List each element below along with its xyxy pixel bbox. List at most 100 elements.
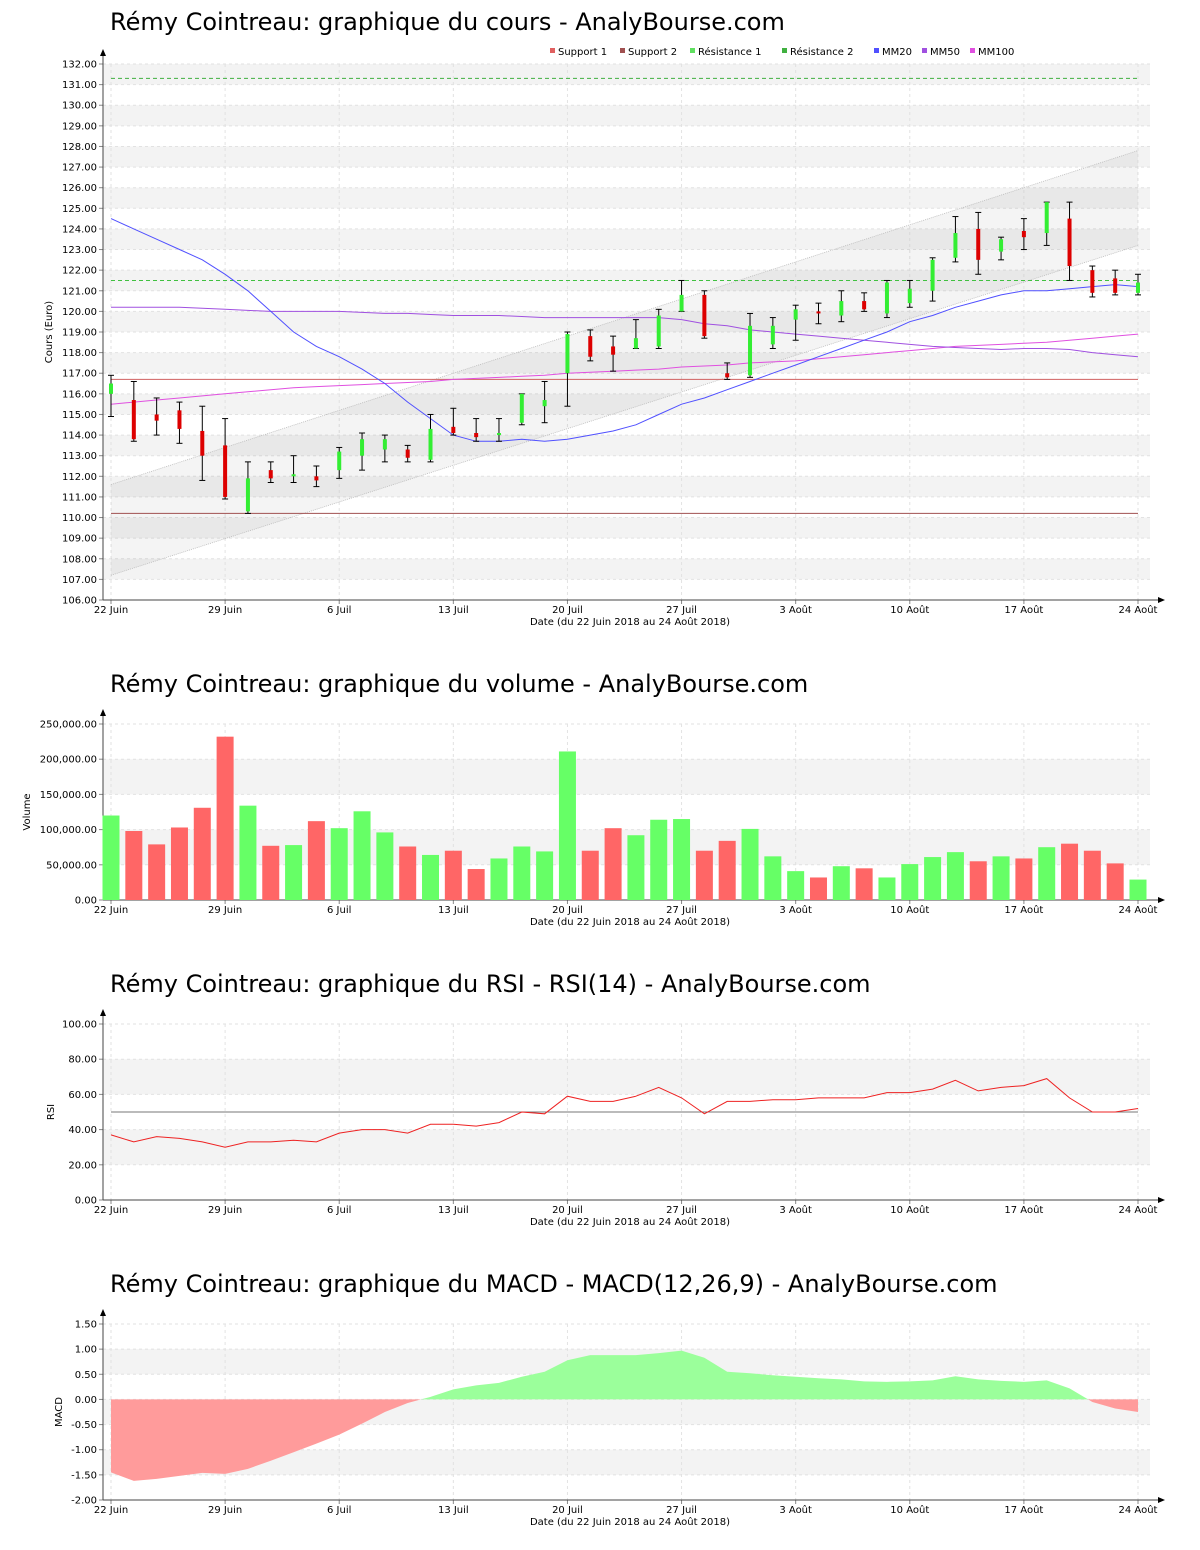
y-axis-label: MACD — [54, 1397, 65, 1427]
volume-bar — [855, 868, 873, 900]
legend-label: Résistance 2 — [790, 46, 853, 58]
candle-body — [884, 282, 889, 314]
candle-body — [223, 445, 228, 497]
candle-body — [154, 414, 159, 421]
candle-body — [200, 430, 205, 456]
trend-channel — [111, 150, 1138, 576]
y-tick-label: 50,000.00 — [46, 860, 97, 871]
mm20-line — [110, 218, 1139, 442]
y-tick-label: 121.00 — [62, 286, 97, 297]
y-tick-label: 150,000.00 — [40, 790, 97, 801]
candle-body — [542, 400, 547, 407]
candle-body — [382, 439, 387, 450]
candle-body — [999, 239, 1004, 252]
y-tick-label: 117.00 — [62, 369, 97, 380]
macd-negative-area — [111, 1399, 1138, 1481]
candle-body — [291, 474, 296, 477]
candle-body — [930, 259, 935, 291]
grid-band — [103, 187, 1150, 209]
volume-bar — [787, 871, 805, 900]
volume-bar — [741, 828, 759, 900]
volume-bar — [650, 819, 668, 900]
legend-swatch — [690, 48, 695, 53]
legend-label: Support 2 — [628, 47, 677, 58]
y-tick-label: 112.00 — [62, 472, 97, 483]
volume-bar — [125, 831, 143, 900]
legend-swatch — [874, 48, 879, 53]
y-tick-label: 80.00 — [68, 1055, 97, 1066]
x-tick-label: 20 Juil — [552, 605, 583, 616]
x-axis-label: Date (du 22 Juin 2018 au 24 Août 2018) — [530, 916, 730, 928]
x-tick-label: 17 Août — [1004, 1504, 1043, 1516]
y-tick-label: -1.50 — [71, 1470, 97, 1481]
legend-item: MM50 — [922, 47, 960, 58]
volume-bar — [513, 846, 531, 900]
x-tick-label: 10 Août — [890, 1504, 929, 1516]
x-tick-label: 22 Juin — [94, 905, 128, 916]
x-tick-label: 24 Août — [1119, 604, 1158, 616]
volume-bar — [558, 751, 576, 900]
candle-body — [633, 338, 638, 349]
x-tick-label: 6 Juil — [327, 905, 351, 916]
x-tick-label: 24 Août — [1119, 904, 1158, 916]
x-tick-label: 13 Juil — [438, 1205, 469, 1216]
x-tick-label: 24 Août — [1119, 1504, 1158, 1516]
y-tick-label: 120.00 — [62, 307, 97, 318]
x-axis-arrow — [1158, 1197, 1165, 1203]
volume-bar — [604, 828, 622, 900]
x-tick-label: 3 Août — [779, 1504, 812, 1516]
x-tick-label: 20 Juil — [552, 905, 583, 916]
volume-bar — [673, 819, 691, 900]
volume-bar — [239, 805, 257, 900]
x-tick-label: 10 Août — [890, 904, 929, 916]
x-tick-label: 27 Juil — [666, 1505, 697, 1516]
volume-bar — [695, 850, 713, 900]
legend-label: Résistance 1 — [698, 46, 761, 58]
y-tick-label: 0.00 — [75, 896, 97, 907]
y-tick-label: 125.00 — [62, 204, 97, 215]
volume-bar — [832, 866, 850, 900]
macd-panel: Rémy Cointreau: graphique du MACD - MACD… — [0, 1260, 1200, 1550]
rsi-line — [110, 1078, 1139, 1148]
y-tick-label: 200,000.00 — [40, 755, 97, 766]
legend-swatch — [550, 48, 555, 53]
channel-lower — [110, 245, 1139, 576]
grid-band — [103, 64, 1150, 85]
y-axis-arrow — [100, 49, 106, 56]
volume-bar — [422, 854, 440, 900]
y-tick-label: 114.00 — [62, 431, 97, 442]
x-axis-label: Date (du 22 Juin 2018 au 24 Août 2018) — [530, 616, 730, 628]
volume-bar — [170, 827, 188, 900]
x-tick-label: 20 Juil — [552, 1205, 583, 1216]
candle-body — [245, 478, 250, 512]
y-tick-label: -0.50 — [71, 1420, 97, 1431]
x-axis-arrow — [1158, 1497, 1165, 1503]
y-tick-label: 126.00 — [62, 183, 97, 194]
x-tick-label: 27 Juil — [666, 905, 697, 916]
x-tick-label: 29 Juin — [208, 605, 242, 616]
macd-positive-area — [421, 1350, 1089, 1400]
y-tick-label: 132.00 — [62, 60, 97, 71]
x-tick-label: 6 Juil — [327, 605, 351, 616]
x-tick-label: 22 Juin — [94, 1505, 128, 1516]
x-tick-label: 22 Juin — [94, 1205, 128, 1216]
y-axis-arrow — [100, 1009, 106, 1016]
candle-body — [451, 426, 456, 434]
candle-body — [953, 233, 958, 258]
y-tick-label: 123.00 — [62, 245, 97, 256]
volume-bar — [1015, 858, 1033, 900]
candle-body — [474, 433, 479, 438]
candle-body — [793, 309, 798, 320]
rsi-chart: 0.00 20.00 40.00 60.00 80.00 100.00 22 Juin 29 … — [46, 1009, 1165, 1228]
x-tick-label: 20 Juil — [552, 1505, 583, 1516]
legend-swatch — [620, 48, 625, 53]
y-axis-label: RSI — [46, 1104, 57, 1120]
grid-band — [103, 1129, 1150, 1165]
candle-body — [360, 439, 365, 456]
y-tick-label: 118.00 — [62, 348, 97, 359]
grid-band — [103, 146, 1150, 168]
legend-item: Résistance 1 — [690, 46, 761, 58]
y-tick-label: 107.00 — [62, 575, 97, 586]
x-tick-label: 24 Août — [1119, 1204, 1158, 1216]
y-tick-label: 110.00 — [62, 513, 97, 524]
